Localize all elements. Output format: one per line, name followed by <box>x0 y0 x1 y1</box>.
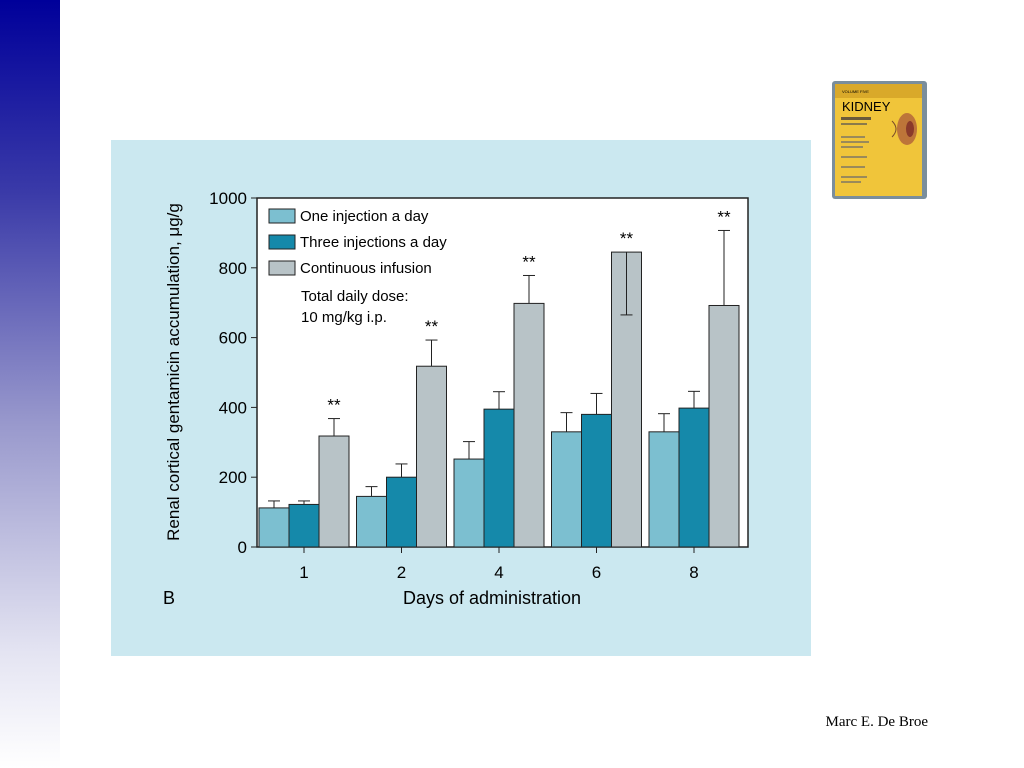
bar-day8-series2 <box>678 407 710 548</box>
bar-day4-series3 <box>513 302 545 548</box>
book-title: KIDNEY <box>842 99 891 114</box>
significance-mark-day2: ** <box>425 317 439 336</box>
y-tick-label-800: 800 <box>219 259 247 278</box>
bar-day6-series2 <box>581 413 612 548</box>
significance-mark-day1: ** <box>327 396 341 415</box>
dose-annotation-line2: 10 mg/kg i.p. <box>301 309 387 326</box>
panel-label: B <box>163 588 175 608</box>
bar-day4-series1 <box>453 458 485 548</box>
significance-mark-day8: ** <box>717 207 731 226</box>
x-tick-label-1: 1 <box>299 563 308 582</box>
x-tick-label-6: 6 <box>592 563 601 582</box>
bar-day1-series3 <box>318 435 350 548</box>
y-tick-label-600: 600 <box>219 329 247 348</box>
y-tick-label-1000: 1000 <box>209 189 247 208</box>
y-tick-label-0: 0 <box>238 538 247 557</box>
x-tick-label-8: 8 <box>689 563 698 582</box>
figure-panel: 0 200 400 600 800 1000 1 2 4 6 8 ** ** ** ** ** One i… <box>111 140 811 656</box>
legend-swatch-three-injections <box>268 234 296 250</box>
bar-day6-series1 <box>551 431 582 548</box>
book-cover-image: VOLUME FIVE KIDNEY <box>832 81 927 199</box>
bar-day8-series1 <box>648 431 680 548</box>
x-tick-label-4: 4 <box>494 563 503 582</box>
bar-day1-series2 <box>288 503 320 548</box>
y-axis-label: Renal cortical gentamicin accumulation, … <box>164 203 183 541</box>
bar-day2-series1 <box>356 495 387 548</box>
legend-label-one-injection: One injection a day <box>300 208 429 225</box>
bar-day2-series2 <box>386 476 417 548</box>
bar-day1-series1 <box>258 507 290 548</box>
significance-mark-day4: ** <box>522 252 536 271</box>
x-axis-label: Days of administration <box>403 588 581 608</box>
y-tick-label-200: 200 <box>219 468 247 487</box>
legend-label-continuous-infusion: Continuous infusion <box>300 260 432 277</box>
sidebar-gradient <box>0 0 60 768</box>
bar-day2-series3 <box>416 365 447 548</box>
dose-annotation-line1: Total daily dose: <box>301 288 409 305</box>
footer-author: Marc E. De Broe <box>825 714 928 730</box>
book-volume-label: VOLUME FIVE <box>842 89 869 94</box>
significance-mark-day6: ** <box>620 229 634 248</box>
bar-day8-series3 <box>708 304 740 548</box>
bar-day4-series2 <box>483 408 515 548</box>
legend-label-three-injections: Three injections a day <box>300 234 447 251</box>
x-tick-label-2: 2 <box>397 563 406 582</box>
chart-legend: One injection a day Three injections a d… <box>268 208 447 277</box>
legend-swatch-one-injection <box>268 208 296 224</box>
y-tick-label-400: 400 <box>219 398 247 417</box>
legend-swatch-continuous-infusion <box>268 260 296 276</box>
bar-chart: 0 200 400 600 800 1000 1 2 4 6 8 ** ** ** ** ** One i… <box>163 189 749 608</box>
